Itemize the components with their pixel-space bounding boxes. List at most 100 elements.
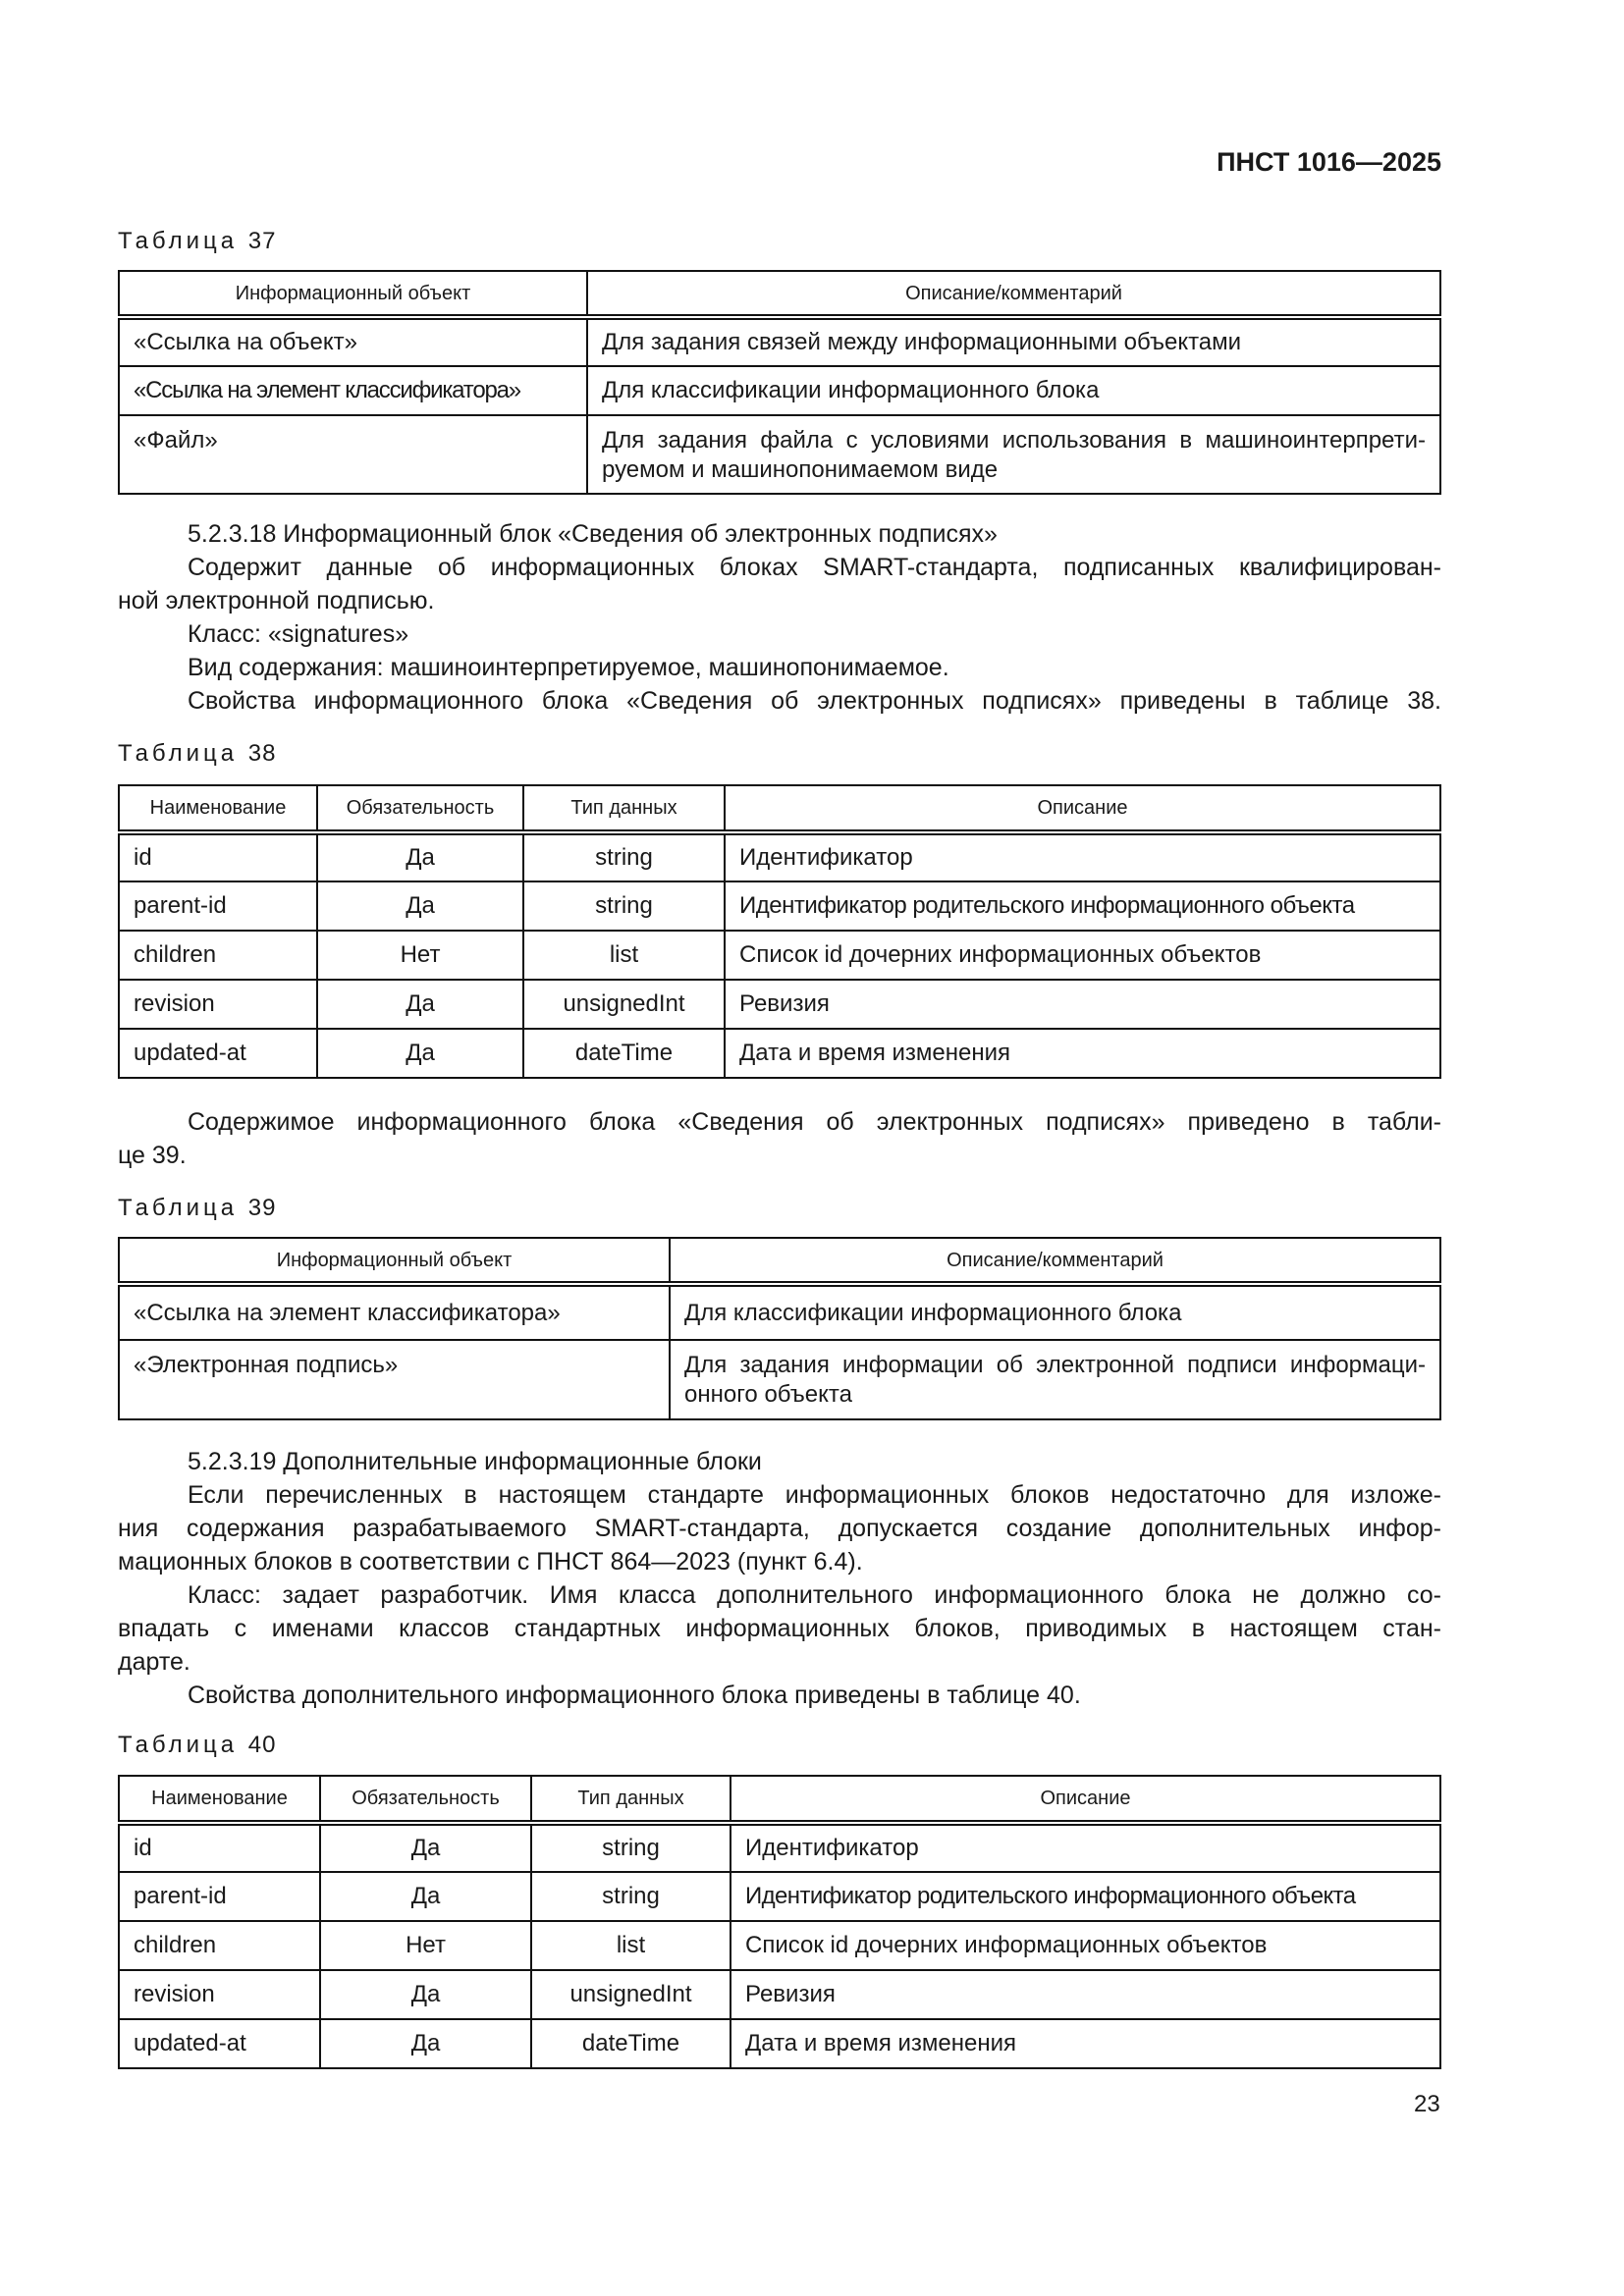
table-39-caption: Таблица 39 xyxy=(118,1195,276,1222)
caption-number: 40 xyxy=(247,1732,277,1758)
text-line: Вид содержания: машиноинтерпретируемое, … xyxy=(188,654,949,681)
table-row: «Файл» Для задания файла с условиями испо… xyxy=(118,414,1441,495)
column-header: Тип данных xyxy=(530,1775,731,1826)
text-line: Свойства информационного блока «Сведения… xyxy=(188,687,1441,715)
table-37: Информационный объект Описание/комментари… xyxy=(118,270,1441,495)
text-line: Свойства дополнительного информационного… xyxy=(188,1682,1081,1709)
cell: Нет xyxy=(319,1920,532,1971)
cell: Идентификатор родительского информационн… xyxy=(724,881,1441,932)
column-header: Наименование xyxy=(118,784,318,835)
table-row: updated-at Да dateTime Дата и время изменен… xyxy=(118,1028,1441,1079)
cell: Список id дочерних информационных объект… xyxy=(730,1920,1441,1971)
cell: unsignedInt xyxy=(522,979,726,1030)
cell: Да xyxy=(316,979,524,1030)
cell: string xyxy=(530,1871,731,1922)
text-line: впадать с именами классов стандартных ин… xyxy=(118,1615,1441,1642)
cell: «Ссылка на элемент классификатора» xyxy=(118,365,588,416)
cell: Да xyxy=(316,881,524,932)
caption-label: Таблица xyxy=(118,740,239,767)
cell: Для классификации информационного блока xyxy=(669,1283,1441,1341)
column-header: Описание xyxy=(724,784,1441,835)
table-row: updated-at Да dateTime Дата и время изменен… xyxy=(118,2018,1441,2069)
cell: dateTime xyxy=(522,1028,726,1079)
paragraph-table-39-intro: Содержимое информационного блока «Сведен… xyxy=(118,1105,1441,1172)
text-line: це 39. xyxy=(118,1142,187,1169)
caption-label: Таблица xyxy=(118,1195,239,1221)
cell: «Ссылка на элемент классификатора» xyxy=(118,1283,671,1341)
cell: updated-at xyxy=(118,2018,321,2069)
cell: id xyxy=(118,1822,321,1873)
table-row: id Да string Идентификатор xyxy=(118,1822,1441,1873)
cell: Да xyxy=(319,1871,532,1922)
cell: Ревизия xyxy=(724,979,1441,1030)
section-5-2-3-18: 5.2.3.18 Информационный блок «Сведения о… xyxy=(118,517,1441,718)
cell: children xyxy=(118,930,318,981)
cell: Дата и время изменения xyxy=(730,2018,1441,2069)
cell: Дата и время изменения xyxy=(724,1028,1441,1079)
cell: Да xyxy=(319,2018,532,2069)
cell: list xyxy=(522,930,726,981)
cell: Да xyxy=(316,831,524,882)
text-line: Содержимое информационного блока «Сведен… xyxy=(188,1108,1441,1136)
table-row: children Нет list Список id дочерних информ… xyxy=(118,1920,1441,1971)
table-37-caption: Таблица 37 xyxy=(118,228,276,255)
cell: string xyxy=(522,831,726,882)
text-line: Класс: задает разработчик. Имя класса до… xyxy=(188,1581,1441,1609)
cell: Ревизия xyxy=(730,1969,1441,2020)
column-header: Информационный объект xyxy=(118,270,588,320)
section-5-2-3-19: 5.2.3.19 Дополнительные информационные б… xyxy=(118,1445,1441,1712)
section-heading: 5.2.3.19 Дополнительные информационные б… xyxy=(188,1448,762,1475)
cell: parent-id xyxy=(118,881,318,932)
column-header: Информационный объект xyxy=(118,1237,671,1287)
cell: Да xyxy=(316,1028,524,1079)
text-line: Если перечисленных в настоящем стандарте… xyxy=(188,1481,1441,1509)
table-row: revision Да unsignedInt Ревизия xyxy=(118,979,1441,1030)
table-row: parent-id Да string Идентификатор родительс… xyxy=(118,1871,1441,1922)
cell: dateTime xyxy=(530,2018,731,2069)
cell: Да xyxy=(319,1822,532,1873)
page-number: 23 xyxy=(1414,2091,1440,2117)
caption-number: 38 xyxy=(247,740,277,767)
cell: Для задания файла с условиями использова… xyxy=(586,414,1441,495)
table-row: «Ссылка на элемент классификатора» Для кл… xyxy=(118,1283,1441,1341)
table-row: id Да string Идентификатор xyxy=(118,831,1441,882)
cell: string xyxy=(530,1822,731,1873)
cell: unsignedInt xyxy=(530,1969,731,2020)
column-header: Наименование xyxy=(118,1775,321,1826)
cell: updated-at xyxy=(118,1028,318,1079)
text-line: мационных блоков в соответствии с ПНСТ 8… xyxy=(118,1548,863,1575)
text-line: Класс: «signatures» xyxy=(188,620,409,648)
cell: Для классификации информационного блока xyxy=(586,365,1441,416)
text-line: ния содержания разрабатываемого SMART-ст… xyxy=(118,1515,1441,1542)
table-row: children Нет list Список id дочерних информ… xyxy=(118,930,1441,981)
cell: Для задания связей между информационными… xyxy=(586,316,1441,367)
table-40: Наименование Обязательность Тип данных Опис… xyxy=(118,1775,1441,2069)
table-39: Информационный объект Описание/комментари… xyxy=(118,1237,1441,1420)
caption-label: Таблица xyxy=(118,228,239,254)
table-row: «Ссылка на элемент классификатора» Для кл… xyxy=(118,365,1441,416)
cell: Идентификатор xyxy=(730,1822,1441,1873)
caption-number: 39 xyxy=(247,1195,277,1221)
cell: Список id дочерних информационных объект… xyxy=(724,930,1441,981)
table-38-caption: Таблица 38 xyxy=(118,740,276,768)
cell: parent-id xyxy=(118,1871,321,1922)
column-header: Описание xyxy=(730,1775,1441,1826)
column-header: Тип данных xyxy=(522,784,726,835)
cell: revision xyxy=(118,979,318,1030)
cell: string xyxy=(522,881,726,932)
cell: Нет xyxy=(316,930,524,981)
cell: «Файл» xyxy=(118,414,588,495)
section-heading: 5.2.3.18 Информационный блок «Сведения о… xyxy=(188,520,998,548)
cell: «Электронная подпись» xyxy=(118,1339,671,1420)
cell: «Ссылка на объект» xyxy=(118,316,588,367)
cell: list xyxy=(530,1920,731,1971)
text-line: Содержит данные об информационных блоках… xyxy=(188,554,1441,581)
cell: children xyxy=(118,1920,321,1971)
cell: Да xyxy=(319,1969,532,2020)
table-row: «Электронная подпись» Для задания информа… xyxy=(118,1339,1441,1420)
text-line: ной электронной подписью. xyxy=(118,587,435,614)
cell: revision xyxy=(118,1969,321,2020)
column-header: Описание/комментарий xyxy=(586,270,1441,320)
document-id: ПНСТ 1016—2025 xyxy=(1217,147,1441,177)
cell: Идентификатор xyxy=(724,831,1441,882)
